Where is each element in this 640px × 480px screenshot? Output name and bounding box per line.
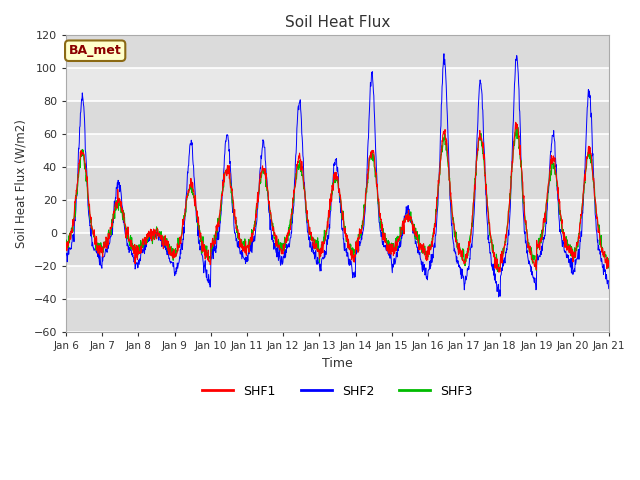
SHF2 [541, 233, 549, 239]
SHF1 [183, 193, 191, 199]
SHF1 [422, 253, 429, 259]
SHF1 [170, 251, 177, 257]
SHF2 [183, 188, 191, 194]
SHF2 [440, 51, 448, 57]
Line: SHF3: SHF3 [66, 127, 609, 272]
Title: Soil Heat Flux: Soil Heat Flux [285, 15, 390, 30]
SHF3 [183, 197, 191, 203]
SHF3 [605, 256, 612, 262]
Line: SHF2: SHF2 [66, 54, 609, 297]
SHF3 [244, 243, 252, 249]
SHF3 [62, 247, 70, 252]
SHF2 [170, 260, 177, 265]
Text: BA_met: BA_met [68, 44, 122, 57]
Bar [66, 299, 609, 332]
SHF1 [605, 262, 612, 268]
SHF3 [513, 124, 520, 130]
SHF1 [244, 242, 252, 248]
SHF3 [493, 269, 501, 275]
SHF2 [493, 284, 500, 289]
SHF1 [512, 120, 520, 125]
SHF2 [422, 271, 429, 276]
SHF1 [493, 266, 500, 272]
Y-axis label: Soil Heat Flux (W/m2): Soil Heat Flux (W/m2) [15, 119, 28, 248]
SHF2 [244, 253, 252, 259]
Bar [66, 101, 609, 134]
Line: SHF1: SHF1 [66, 122, 609, 272]
SHF2 [62, 251, 70, 256]
Bar [66, 167, 609, 200]
SHF1 [62, 239, 70, 245]
SHF1 [541, 219, 549, 225]
Legend: SHF1, SHF2, SHF3: SHF1, SHF2, SHF3 [197, 380, 478, 403]
SHF3 [541, 211, 549, 216]
SHF3 [493, 252, 500, 257]
Bar [66, 233, 609, 266]
Bar [66, 36, 609, 68]
SHF2 [605, 286, 612, 291]
SHF1 [495, 269, 502, 275]
SHF2 [495, 294, 502, 300]
SHF3 [422, 249, 429, 255]
X-axis label: Time: Time [322, 357, 353, 370]
SHF3 [170, 250, 177, 255]
